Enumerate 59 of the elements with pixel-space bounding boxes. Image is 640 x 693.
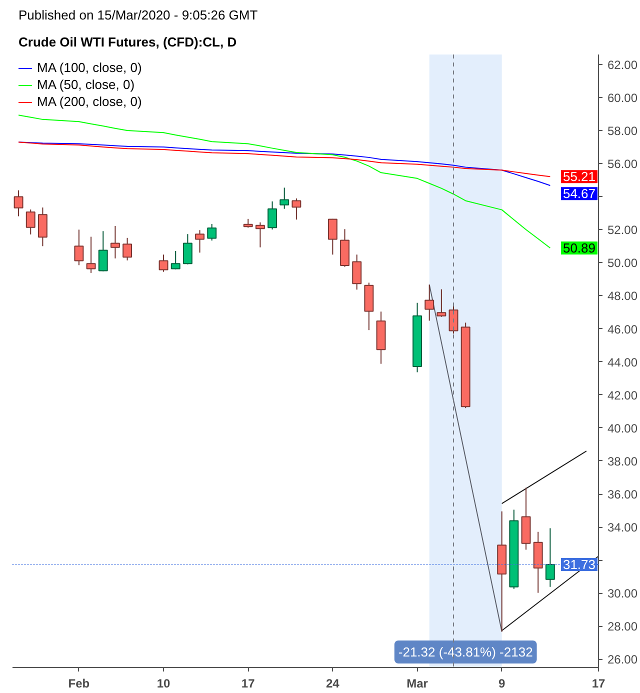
candlestick bbox=[207, 224, 217, 242]
y-tick-label: 58.00 bbox=[608, 124, 638, 138]
y-tick-label: 48.00 bbox=[608, 289, 638, 304]
line-series bbox=[18, 142, 551, 178]
candlestick bbox=[328, 218, 338, 256]
candlestick bbox=[436, 288, 446, 318]
candlestick bbox=[86, 236, 96, 274]
candlestick bbox=[352, 254, 362, 290]
candlestick bbox=[98, 230, 108, 272]
y-tick-label: 36.00 bbox=[608, 488, 638, 502]
y-tick-label: 60.00 bbox=[608, 90, 638, 105]
text: Published on 15/Mar/2020 - 9:05:26 GMT bbox=[18, 8, 258, 22]
candlestick bbox=[424, 284, 434, 322]
legend-label: MA (50, close, 0) bbox=[37, 77, 135, 92]
candlestick bbox=[26, 208, 36, 235]
x-tick-label: 10 bbox=[156, 676, 171, 690]
y-tick-label: 26.00 bbox=[608, 652, 638, 667]
candlestick bbox=[255, 222, 265, 248]
candlestick bbox=[38, 207, 48, 247]
x-tick-label: 17 bbox=[241, 676, 256, 690]
candlestick bbox=[74, 229, 84, 266]
y-tick-label: 34.00 bbox=[608, 520, 638, 535]
band-label: -21.32 (-43.81%) -2132 bbox=[398, 644, 533, 660]
line-series bbox=[18, 114, 551, 248]
y-tick-label: 52.00 bbox=[608, 223, 638, 238]
x-tick-label: 24 bbox=[326, 676, 340, 690]
data-label: 54.67 bbox=[562, 186, 596, 202]
legend-label: MA (100, close, 0) bbox=[37, 60, 142, 75]
ref-line-label: 31.73 bbox=[562, 557, 596, 572]
x-tick-label: Mar bbox=[406, 676, 428, 690]
x-tick-label: 17 bbox=[592, 676, 606, 690]
y-tick-label: 38.00 bbox=[608, 454, 638, 468]
y-tick-label: 46.00 bbox=[608, 322, 638, 336]
candlestick bbox=[14, 190, 24, 217]
y-tick-label: 28.00 bbox=[608, 620, 638, 634]
candlestick bbox=[110, 226, 120, 259]
line-series bbox=[18, 142, 551, 186]
y-tick-label: 44.00 bbox=[608, 355, 638, 370]
y-tick-label: 30.00 bbox=[608, 586, 638, 601]
candlestick bbox=[170, 250, 180, 270]
x-tick-label: 9 bbox=[498, 676, 506, 690]
data-label: 55.21 bbox=[562, 169, 596, 184]
y-tick-label: 56.00 bbox=[608, 157, 638, 172]
candlestick bbox=[182, 234, 192, 265]
y-tick-label: 40.00 bbox=[608, 421, 638, 436]
data-label: 50.89 bbox=[562, 240, 596, 256]
candlestick bbox=[195, 230, 205, 254]
chart-title: Crude Oil WTI Futures, (CFD):CL, D bbox=[18, 34, 237, 50]
y-tick-label: 50.00 bbox=[608, 256, 638, 270]
candlestick bbox=[280, 187, 290, 210]
candlestick bbox=[122, 237, 132, 261]
x-tick-label: Feb bbox=[68, 676, 90, 690]
y-tick-label: 42.00 bbox=[608, 388, 638, 402]
legend-label: MA (200, close, 0) bbox=[37, 94, 142, 109]
candlestick bbox=[158, 254, 168, 272]
candlestick bbox=[292, 198, 302, 220]
candlestick bbox=[268, 200, 277, 230]
y-tick-label: 62.00 bbox=[608, 58, 638, 72]
candlestick bbox=[545, 528, 555, 588]
